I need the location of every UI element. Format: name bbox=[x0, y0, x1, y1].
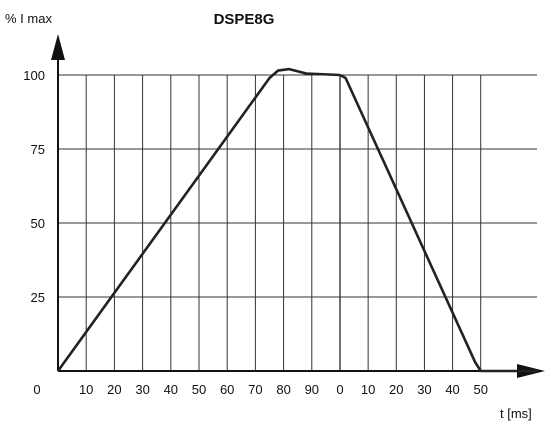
x-tick-label-rise-30: 30 bbox=[135, 382, 149, 397]
x-tick-label-fall-30: 30 bbox=[417, 382, 431, 397]
y-tick-label-100: 100 bbox=[23, 68, 45, 83]
y-tick-label-75: 75 bbox=[31, 142, 45, 157]
x-tick-label-fall-0: 0 bbox=[336, 382, 343, 397]
x-tick-label-fall-10: 10 bbox=[361, 382, 375, 397]
x-tick-label-fall-50: 50 bbox=[473, 382, 487, 397]
x-axis-label: t [ms] bbox=[500, 406, 532, 421]
x-tick-label-rise-70: 70 bbox=[248, 382, 262, 397]
series-line-rise bbox=[56, 67, 341, 372]
y-tick-label-25: 25 bbox=[31, 290, 45, 305]
x-tick-label-rise-50: 50 bbox=[192, 382, 206, 397]
x-tick-label-rise-90: 90 bbox=[305, 382, 319, 397]
x-tick-label-rise-20: 20 bbox=[107, 382, 121, 397]
origin-label: 0 bbox=[33, 382, 40, 397]
x-tick-label-rise-60: 60 bbox=[220, 382, 234, 397]
chart-title: DSPE8G bbox=[214, 11, 275, 28]
y-axis-label: % I max bbox=[5, 11, 52, 26]
x-tick-label-fall-20: 20 bbox=[389, 382, 403, 397]
x-tick-label-rise-10: 10 bbox=[79, 382, 93, 397]
x-tick-label-rise-80: 80 bbox=[276, 382, 290, 397]
y-tick-label-50: 50 bbox=[31, 216, 45, 231]
series-line-fall bbox=[339, 73, 537, 373]
y-axis-arrow-icon bbox=[51, 34, 65, 60]
x-tick-label-rise-40: 40 bbox=[164, 382, 178, 397]
x-tick-label-fall-40: 40 bbox=[445, 382, 459, 397]
